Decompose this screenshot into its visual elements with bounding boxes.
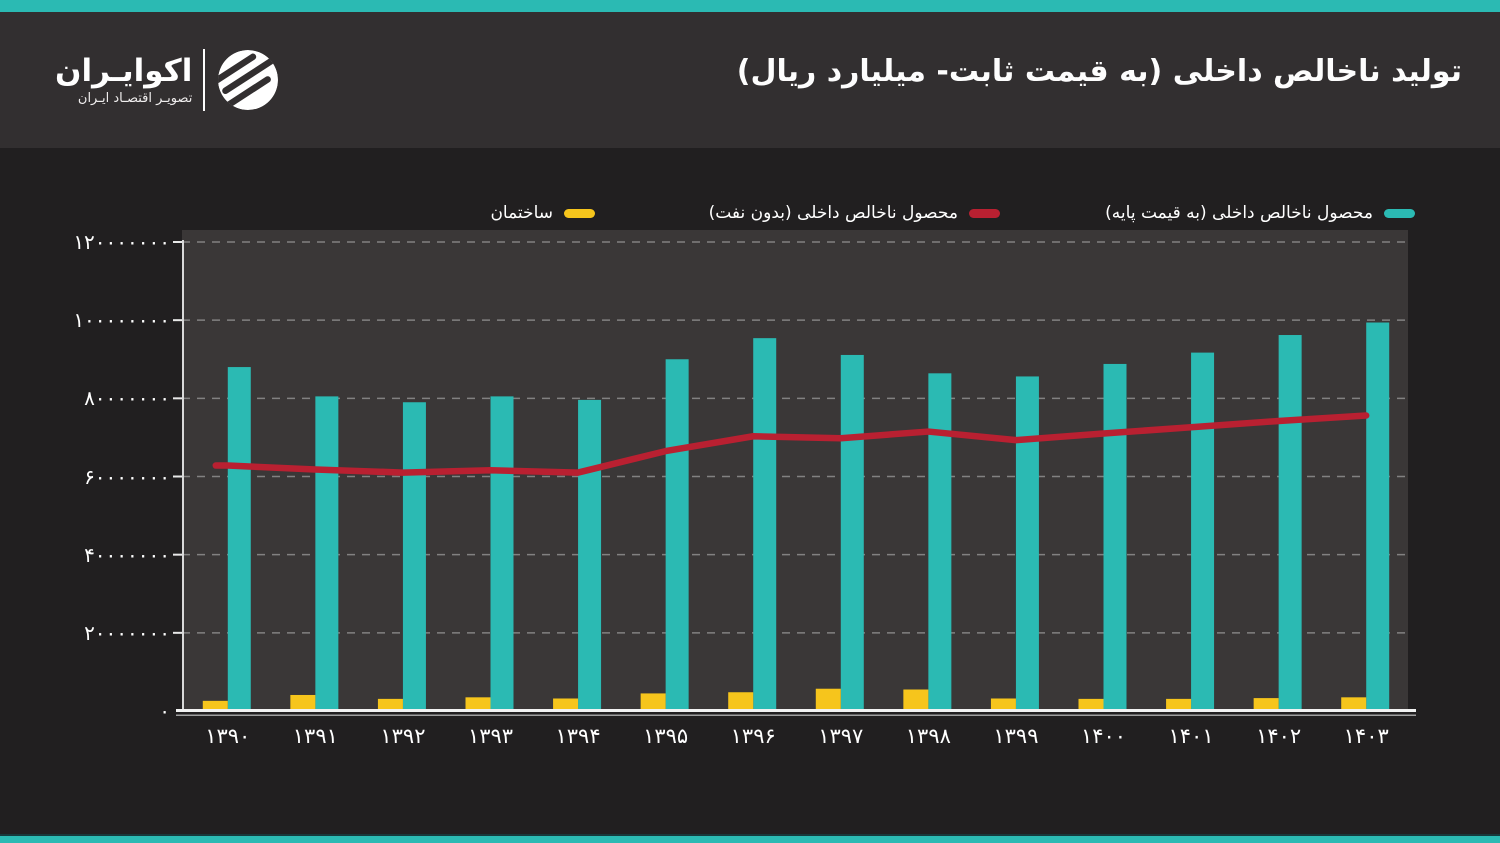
x-tick-label-1392: ۱۳۹۲ xyxy=(380,724,426,748)
construction-bar-1396 xyxy=(728,692,754,711)
construction-bar-1394 xyxy=(553,698,579,711)
x-tick-label-1395: ۱۳۹۵ xyxy=(643,724,689,748)
logo-subtitle: تصویـر اقتصـاد ایـران xyxy=(77,91,193,106)
x-tick-label-1394: ۱۳۹۴ xyxy=(555,724,601,748)
x-tick-label-1393: ۱۳۹۳ xyxy=(467,724,514,748)
bottom-accent-strip xyxy=(0,836,1500,843)
plot xyxy=(173,230,1416,716)
legend-item-gdp-base-price: محصول ناخالص داخلی (به قیمت پایه) xyxy=(1105,200,1415,226)
gdp-bar-1392 xyxy=(402,402,426,711)
header: اکوایـران تصویـر اقتصـاد ایـران تولید نا… xyxy=(0,12,1500,148)
logo-text-block: اکوایـران تصویـر اقتصـاد ایـران xyxy=(55,54,192,106)
gdp-bar-1398 xyxy=(928,373,952,711)
top-accent-strip xyxy=(0,0,1500,12)
y-tick-label: ۸۰۰۰۰۰۰۰ xyxy=(84,386,170,411)
ecoiran-logo-icon xyxy=(218,50,279,110)
construction-bar-1400 xyxy=(1078,698,1104,711)
legend-label: محصول ناخالص داخلی (بدون نفت) xyxy=(708,203,958,223)
construction-bar-1393 xyxy=(465,697,491,711)
gdp-bar-1399 xyxy=(1015,376,1039,711)
gdp-bar-1390 xyxy=(227,367,251,711)
x-tick-label-1399: ۱۳۹۹ xyxy=(993,724,1039,748)
x-axis-line xyxy=(176,709,1416,712)
gdp-bar-1396 xyxy=(753,338,777,711)
x-tick-label-1397: ۱۳۹۷ xyxy=(818,724,864,748)
legend-label: محصول ناخالص داخلی (به قیمت پایه) xyxy=(1105,203,1373,223)
y-tick-label: ۲۰۰۰۰۰۰۰ xyxy=(84,620,170,645)
x-tick-label-1400: ۱۴۰۰ xyxy=(1080,724,1127,748)
legend-swatch-teal xyxy=(1384,208,1415,218)
gdp-bar-1391 xyxy=(315,396,339,711)
x-tick-label-1403: ۱۴۰۳ xyxy=(1343,724,1389,748)
gdp-bar-1397 xyxy=(840,354,864,711)
y-tick-label: ۴۰۰۰۰۰۰۰ xyxy=(84,542,170,567)
y-tick-label: ۰ xyxy=(159,699,170,723)
x-tick-label-1391: ۱۳۹۱ xyxy=(292,724,338,748)
gdp-bar-1402 xyxy=(1278,335,1302,711)
x-axis-shadow-line xyxy=(176,714,1416,716)
legend-item-gdp-non-oil: محصول ناخالص داخلی (بدون نفت) xyxy=(709,200,1000,226)
construction-bars xyxy=(202,688,1367,711)
construction-bar-1402 xyxy=(1253,698,1279,711)
construction-bar-1392 xyxy=(377,698,403,711)
non-oil-gdp-line xyxy=(212,412,1370,476)
x-tick-label-1396: ۱۳۹۶ xyxy=(730,724,776,748)
logo-divider xyxy=(203,49,206,111)
construction-bar-1390 xyxy=(202,700,228,711)
gdp-bar-1400 xyxy=(1103,363,1127,711)
y-tick-label: ۶۰۰۰۰۰۰۰ xyxy=(84,464,170,489)
construction-bar-1397 xyxy=(815,688,841,711)
construction-bar-1395 xyxy=(640,693,666,711)
x-tick-label-1402: ۱۴۰۲ xyxy=(1256,724,1302,748)
ecoiran-logo: اکوایـران تصویـر اقتصـاد ایـران xyxy=(55,42,280,118)
legend-swatch-yellow xyxy=(564,208,595,218)
construction-bar-1391 xyxy=(290,694,316,711)
construction-bar-1401 xyxy=(1166,698,1192,711)
x-tick-label-1398: ۱۳۹۸ xyxy=(905,724,951,748)
gdp-bar-1401 xyxy=(1191,352,1215,711)
gdp-bar-1395 xyxy=(665,359,689,711)
logo-wordmark: اکوایـران xyxy=(55,53,193,89)
x-tick-label-1401: ۱۴۰۱ xyxy=(1168,724,1214,748)
y-tick-label: ۱۲۰۰۰۰۰۰۰ xyxy=(73,230,170,254)
chart-title: تولید ناخالص داخلی (به قیمت ثابت- میلیار… xyxy=(736,54,1462,89)
gdp-bar-1394 xyxy=(578,399,602,711)
x-tick-label-1390: ۱۳۹۰ xyxy=(205,724,251,748)
construction-bar-1403 xyxy=(1341,697,1367,711)
construction-bar-1398 xyxy=(903,689,929,711)
legend-item-construction: ساختمان xyxy=(490,200,595,226)
gdp-bars xyxy=(227,322,1390,711)
construction-bar-1399 xyxy=(990,698,1016,711)
legend-label: ساختمان xyxy=(490,203,553,223)
gdp-bar-1403 xyxy=(1366,322,1390,711)
legend-swatch-red xyxy=(969,208,1000,218)
gdp-bar-1393 xyxy=(490,396,514,711)
bottom-divider xyxy=(0,834,1500,836)
y-tick-label: ۱۰۰۰۰۰۰۰۰ xyxy=(73,308,170,333)
